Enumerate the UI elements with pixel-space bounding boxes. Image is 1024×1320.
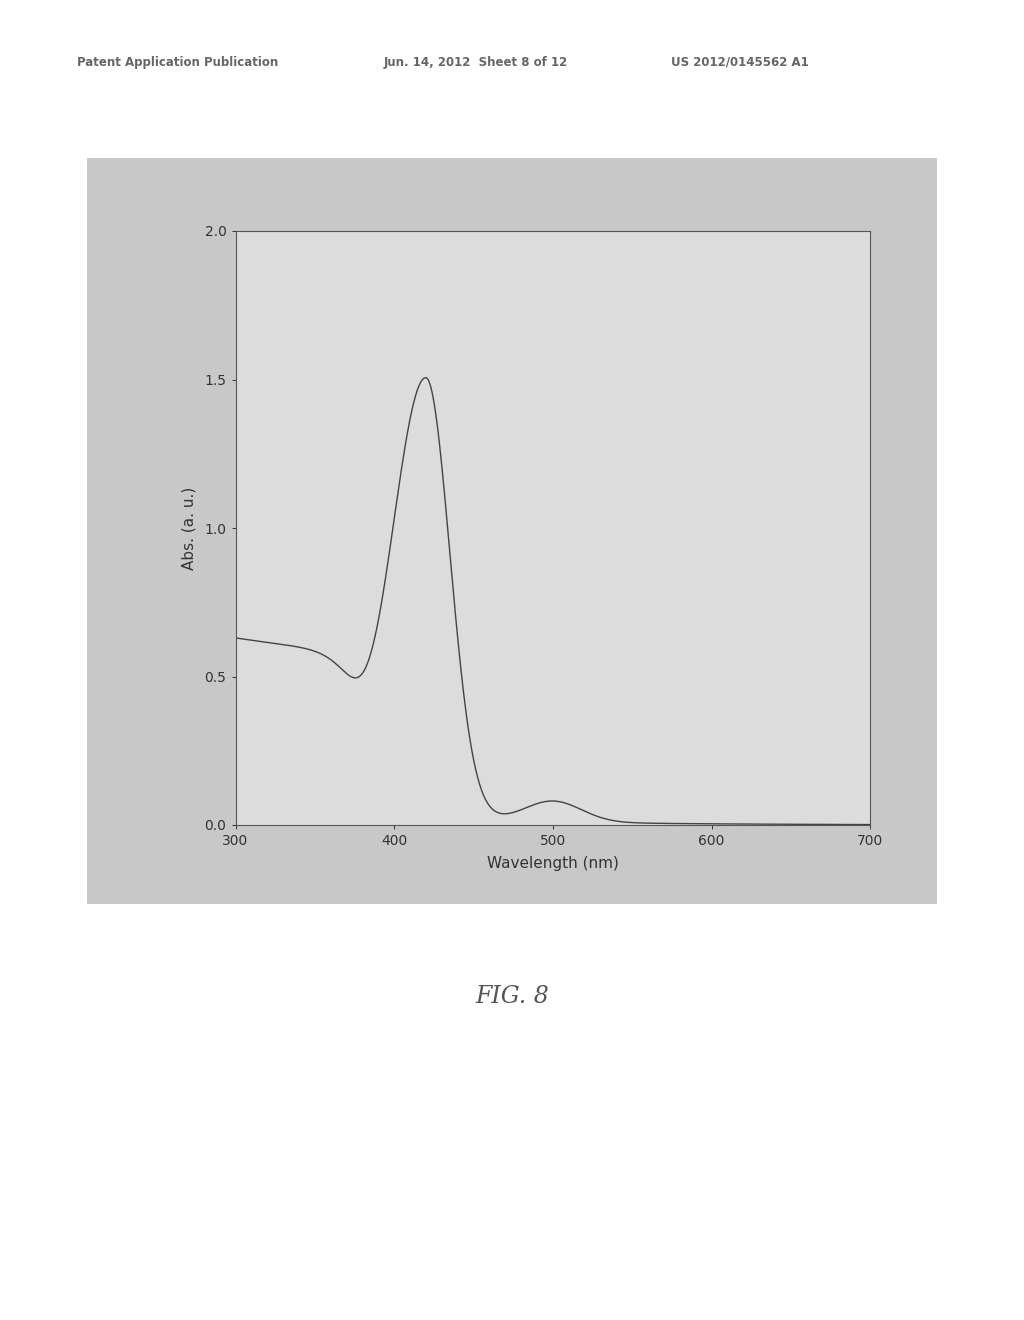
Text: US 2012/0145562 A1: US 2012/0145562 A1 [671, 55, 809, 69]
Text: Patent Application Publication: Patent Application Publication [77, 55, 279, 69]
X-axis label: Wavelength (nm): Wavelength (nm) [487, 857, 618, 871]
Text: FIG. 8: FIG. 8 [475, 985, 549, 1008]
Text: Jun. 14, 2012  Sheet 8 of 12: Jun. 14, 2012 Sheet 8 of 12 [384, 55, 568, 69]
Y-axis label: Abs. (a. u.): Abs. (a. u.) [181, 486, 197, 570]
